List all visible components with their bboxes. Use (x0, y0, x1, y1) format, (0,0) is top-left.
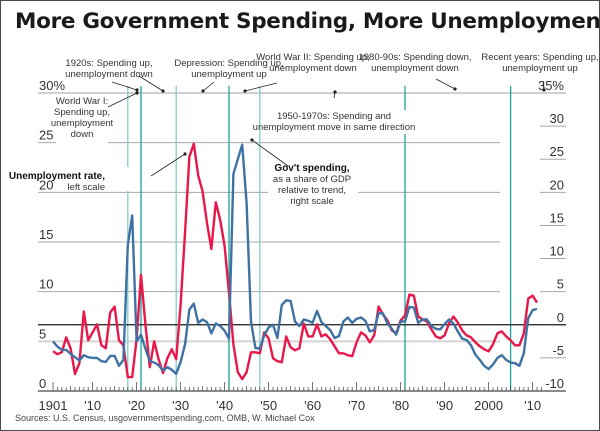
annotation-line: unemployment down (65, 69, 153, 80)
x-tick-label: '90 (436, 398, 453, 413)
annotation-depression: Depression: Spending up,unemployment up (174, 58, 283, 80)
annotation-line: as a share of GDP (273, 174, 351, 185)
left-tick-label: 25 (39, 128, 53, 143)
postwar-label-bg (262, 110, 406, 134)
x-tick-label: '30 (172, 398, 189, 413)
leader-dot (183, 152, 187, 156)
annotation-bold: Gov't spending, (274, 163, 349, 174)
leader-line (138, 75, 164, 92)
leader-line (111, 81, 138, 91)
annotation-line: 1920s: Spending up, (65, 58, 152, 69)
annotation-1980s: 1980-90s: Spending down,unemployment dow… (358, 52, 471, 74)
x-tick-label: '20 (128, 398, 145, 413)
left-tick-label: 15 (39, 227, 53, 242)
left-tick-label: 5 (39, 326, 46, 341)
ww1-label-bg (56, 94, 108, 144)
x-tick-label: '70 (348, 398, 365, 413)
right-tick-label: 35% (538, 78, 564, 93)
annotation-spending: Gov't spending,as a share of GDPrelative… (273, 163, 351, 207)
left-tick-label: 30% (39, 78, 65, 93)
right-tick-label: -5 (552, 343, 564, 358)
leader-line (150, 153, 186, 177)
spending-label-bg (268, 165, 358, 215)
annotation-line: unemployment (51, 118, 114, 129)
leader-dot (243, 89, 247, 93)
x-tick-label: '80 (392, 398, 409, 413)
unemp-label-bg (60, 167, 132, 191)
right-tick-label: 0 (557, 310, 564, 325)
right-tick-label: 30 (550, 111, 564, 126)
source-note: Sources: U.S. Census, usgovernmentspendi… (15, 413, 315, 423)
x-tick-label: '50 (260, 398, 277, 413)
govt-spending-line (52, 143, 538, 375)
chart-title: More Government Spending, More Unemploym… (15, 9, 600, 34)
leader-dot (250, 138, 254, 142)
leader-dot (161, 89, 165, 93)
leader-line (244, 82, 278, 92)
x-tick-label: '10 (84, 398, 101, 413)
right-tick-label: -10 (545, 376, 564, 391)
annotation-line: World War I: (56, 96, 108, 107)
annotation-recent: Recent years: Spending up,unemployment u… (481, 52, 598, 74)
annotation-line: down (71, 129, 94, 140)
annotation-line: left scale (68, 182, 106, 193)
left-tick-label: 20 (39, 177, 53, 192)
annotation-line: Depression: Spending up, (174, 58, 283, 69)
right-tick-label: 5 (557, 277, 564, 292)
leader-dot (453, 87, 457, 91)
leader-line (435, 78, 456, 90)
leader-dot (542, 88, 546, 92)
axes: 30% 25 20 15 10 5 0 35% 30 25 20 15 10 5 0 -5 -10 1901 '10… (38, 78, 566, 413)
left-tick-label: 0 (39, 376, 46, 391)
x-tick-label: '10 (524, 398, 541, 413)
leader-dot (135, 88, 139, 92)
annotation-line: Spending up, (54, 107, 110, 118)
left-tick-label: 10 (39, 277, 53, 292)
leader-dot (135, 91, 139, 95)
annotation-line: unemployment move in same direction (253, 122, 416, 133)
leader-line (251, 139, 289, 167)
x-tick-label: '40 (216, 398, 233, 413)
annotation-line: unemployment up (191, 69, 267, 80)
annotation-1920s: 1920s: Spending up,unemployment down (65, 58, 153, 80)
right-tick-label: 20 (550, 177, 564, 192)
annotation-line: 1950-1970s: Spending and (277, 111, 391, 122)
annotation-line: 1980-90s: Spending down, (358, 52, 471, 63)
annotation-line: unemployment down (269, 63, 357, 74)
x-tick-label: '60 (304, 398, 321, 413)
leader-line (107, 92, 138, 108)
leader-dot (333, 90, 337, 94)
annotation-line: right scale (290, 196, 333, 207)
x-tick-label: 1901 (39, 398, 68, 413)
annotation-line: Recent years: Spending up, (481, 52, 598, 63)
leader-line (202, 81, 215, 92)
series-lines (52, 142, 539, 381)
annotation-line: unemployment down (371, 63, 459, 74)
annotation-ww2: World War II: Spending up,unemployment d… (256, 52, 370, 74)
annotation-line: World War II: Spending up, (256, 52, 370, 63)
annotation-bold: Unemployment rate, (9, 171, 105, 182)
annotations: 1920s: Spending up,unemployment downDepr… (9, 52, 599, 215)
right-tick-label: 10 (550, 244, 564, 259)
right-tick-label: 25 (550, 144, 564, 159)
annotation-unemployment: Unemployment rate,left scale (9, 171, 105, 193)
x-tick-label: 2000 (474, 398, 503, 413)
leader-dot (201, 89, 205, 93)
annotation-line: unemployment up (502, 63, 578, 74)
unemployment-rate-line (52, 142, 539, 381)
right-tick-label: 15 (550, 210, 564, 225)
annotation-line: relative to trend, (278, 185, 346, 196)
